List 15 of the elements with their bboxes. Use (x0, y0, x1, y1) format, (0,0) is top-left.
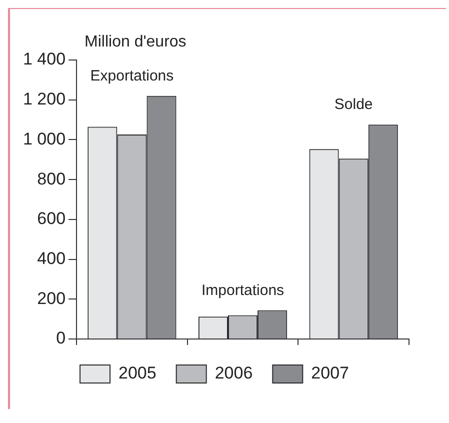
y-tick-label: 800 (37, 169, 66, 188)
x-tick-label: Importations (201, 282, 284, 299)
y-tick-label: 0 (56, 328, 66, 348)
y-tick-label: 400 (37, 248, 66, 268)
legend-label: 2006 (214, 364, 253, 383)
y-tick-label: 1 000 (22, 129, 66, 148)
y-tick-label: 1 200 (22, 90, 66, 109)
y-tick-label: 200 (37, 288, 66, 308)
y-tick-label: 600 (37, 209, 66, 228)
x-tick-label: Solde (334, 96, 373, 114)
x-tick-label: Exportations (90, 68, 174, 85)
legend-label: 2007 (311, 364, 349, 383)
y-axis-title: Million d'euros (84, 33, 186, 50)
legend-label: 2005 (118, 364, 156, 383)
y-tick-label: 1 400 (22, 50, 66, 69)
